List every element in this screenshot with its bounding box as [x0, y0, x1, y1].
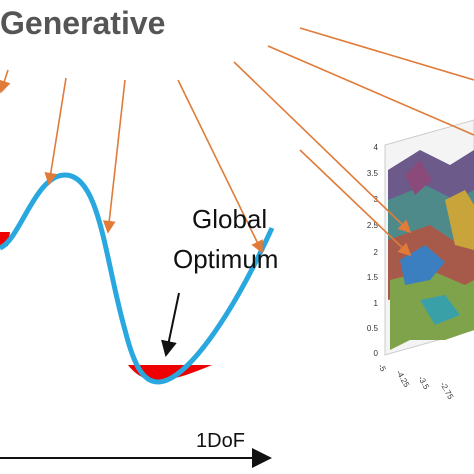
z-tick-label: 1.5: [367, 273, 379, 282]
z-tick-label: 3.5: [367, 169, 379, 178]
pointer-arrow: [161, 292, 180, 357]
surface-plot: [384, 119, 474, 356]
x-tick-label: -5: [376, 363, 388, 374]
z-tick-label: 2: [374, 248, 379, 257]
x-tick-label: -3.5: [416, 375, 431, 392]
z-tick-label: 4: [374, 143, 379, 152]
axis-label: 1DoF: [196, 430, 245, 452]
z-ticks: 4 3.5 3 2.5 2 1.5 1 0.5 0: [367, 143, 379, 358]
annotation-line: Optimum: [173, 244, 278, 274]
z-tick-label: 0: [374, 349, 379, 358]
z-tick-label: 1: [374, 299, 379, 308]
z-tick-label: 0.5: [367, 324, 379, 333]
title: Generative: [0, 5, 165, 41]
annotation-line: Global: [192, 204, 267, 234]
x-tick-label: -2.75: [438, 381, 455, 402]
x-ticks: -5 -4.25 -3.5 -2.75: [376, 363, 455, 402]
arrows: [0, 27, 474, 257]
z-tick-label: 2.5: [367, 221, 379, 230]
x-tick-label: -4.25: [394, 369, 411, 390]
